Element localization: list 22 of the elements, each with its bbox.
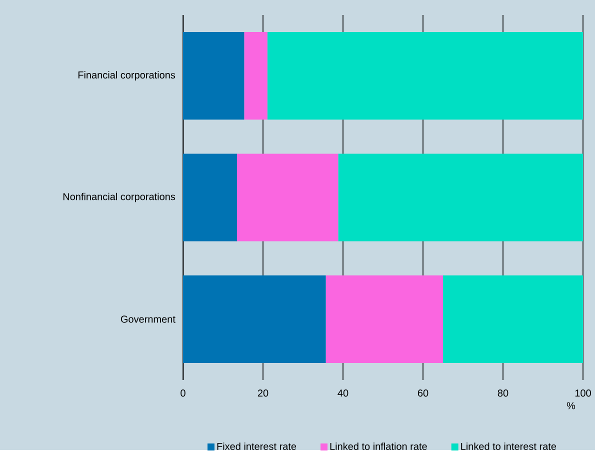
y-tick-label: Government bbox=[120, 315, 176, 323]
legend-label: Linked to inflation rate bbox=[330, 442, 427, 450]
legend-label: Fixed interest rate bbox=[217, 442, 296, 450]
bar bbox=[326, 275, 443, 363]
bar bbox=[237, 154, 338, 242]
bar bbox=[183, 154, 237, 242]
y-tick-label: Financial corporations bbox=[78, 71, 176, 80]
x-tick-label: 40 bbox=[338, 389, 348, 396]
x-tick-label: 100 bbox=[575, 389, 591, 396]
bar bbox=[267, 32, 584, 120]
bar bbox=[244, 32, 268, 120]
legend-label: Linked to interest rate bbox=[461, 442, 556, 450]
bar bbox=[443, 275, 584, 363]
x-tick-label: 80 bbox=[498, 389, 508, 396]
x-axis-title: % bbox=[566, 402, 576, 410]
bar bbox=[183, 275, 326, 363]
bar bbox=[183, 32, 244, 120]
bar bbox=[338, 154, 584, 242]
y-tick-label: Nonfinancial corporations bbox=[63, 192, 176, 202]
x-tick-label: 0 bbox=[180, 389, 186, 396]
x-tick-label: 20 bbox=[258, 389, 268, 396]
x-tick-label: 60 bbox=[418, 389, 428, 396]
